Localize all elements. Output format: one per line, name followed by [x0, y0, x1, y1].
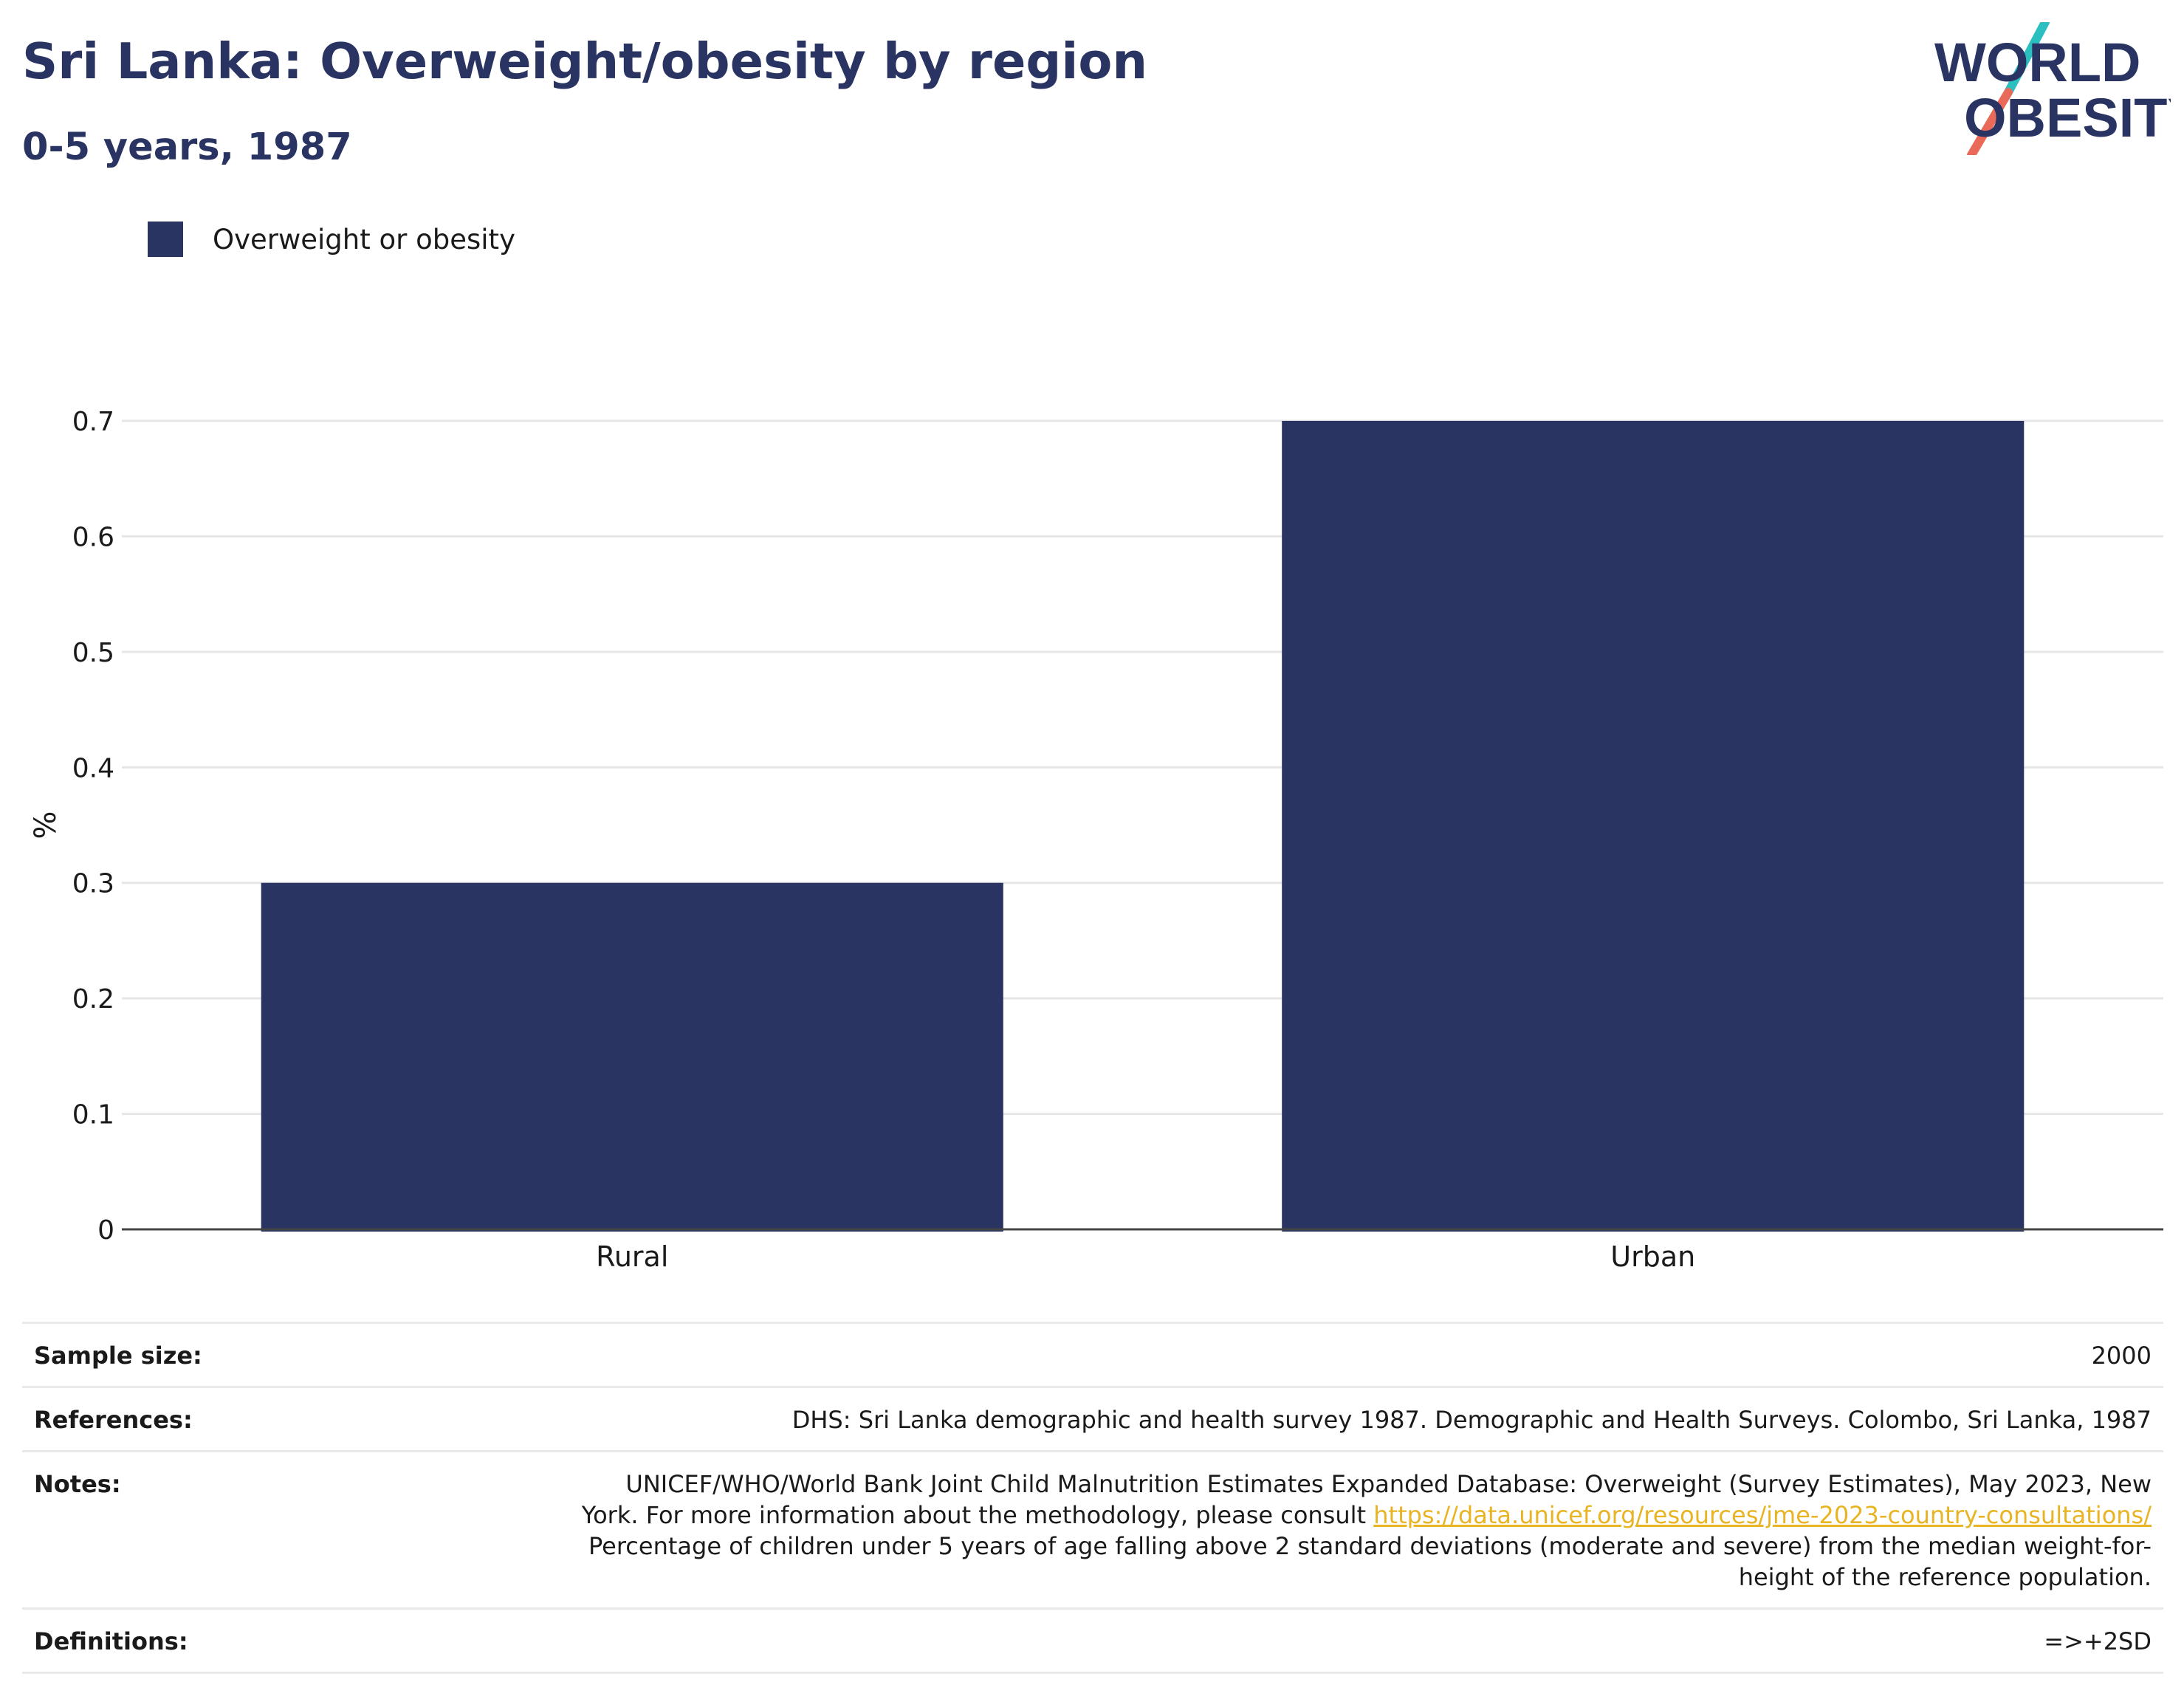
legend-label: Overweight or obesity — [213, 223, 515, 255]
info-table: Sample size: 2000 References: DHS: Sri L… — [22, 1322, 2163, 1674]
info-row-notes: Notes: UNICEF/WHO/World Bank Joint Child… — [22, 1450, 2163, 1607]
x-tick-label: Rural — [596, 1240, 668, 1273]
y-axis-label: % — [29, 811, 63, 839]
y-tick-label: 0.7 — [72, 407, 114, 437]
bar-chart: 0 0.1 0.2 0.3 0.4 0.5 0.6 0.7 Rural Urban% — [29, 407, 2163, 1273]
notes-value: UNICEF/WHO/World Bank Joint Child Malnut… — [582, 1469, 2152, 1593]
info-row-definitions: Definitions: =>+2SD — [22, 1607, 2163, 1674]
y-tick-label: 0.4 — [72, 753, 114, 783]
notes-methodology-link[interactable]: https://data.unicef.org/resources/jme-20… — [1373, 1501, 2152, 1529]
svg-text:WORLD: WORLD — [1934, 32, 2141, 93]
notes-line-3: Percentage of children under 5 years of … — [588, 1532, 2152, 1560]
info-row-references: References: DHS: Sri Lanka demographic a… — [22, 1386, 2163, 1450]
y-tick-label: 0.3 — [72, 869, 114, 899]
y-tick-label: 0.5 — [72, 638, 114, 668]
notes-line-2-text: York. For more information about the met… — [581, 1501, 1374, 1529]
notes-line-2: York. For more information about the met… — [582, 1500, 2152, 1531]
notes-line-4: height of the reference population. — [1738, 1563, 2152, 1591]
notes-label: Notes: — [34, 1470, 121, 1498]
legend: Overweight or obesity — [148, 222, 515, 257]
bar-rural — [261, 882, 1003, 1232]
chart-subtitle: 0-5 years, 1987 — [22, 126, 352, 169]
y-tick-label: 0.2 — [72, 984, 114, 1014]
definitions-label: Definitions: — [34, 1627, 188, 1655]
sample-size-value: 2000 — [2091, 1342, 2152, 1370]
chart-title: Sri Lanka: Overweight/obesity by region — [22, 32, 1148, 90]
legend-swatch — [148, 222, 183, 257]
x-tick-label: Urban — [1610, 1240, 1695, 1273]
svg-text:OBESITY: OBESITY — [1964, 87, 2171, 148]
world-obesity-logo: WORLD OBESITY — [1934, 22, 2171, 155]
definitions-value: =>+2SD — [2044, 1627, 2152, 1655]
y-tick-label: 0.6 — [72, 522, 114, 552]
y-tick-label: 0 — [97, 1215, 114, 1246]
notes-line-1: UNICEF/WHO/World Bank Joint Child Malnut… — [625, 1470, 2152, 1498]
references-value: DHS: Sri Lanka demographic and health su… — [791, 1406, 2152, 1434]
info-row-sample-size: Sample size: 2000 — [22, 1322, 2163, 1386]
sample-size-label: Sample size: — [34, 1342, 202, 1370]
bar-urban — [1282, 421, 2025, 1232]
references-label: References: — [34, 1406, 193, 1434]
y-tick-label: 0.1 — [72, 1100, 114, 1130]
